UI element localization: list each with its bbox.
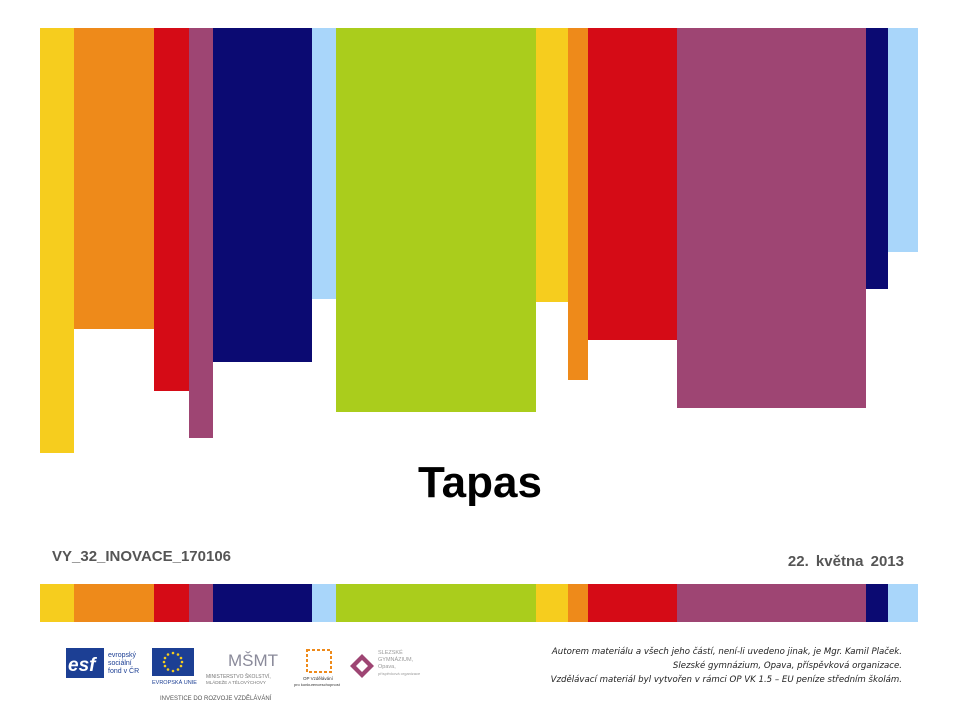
strip-orange-2 [568,584,588,622]
eu-stars-icon [162,651,184,673]
school-text-2: GYMNÁZIUM, [378,656,414,663]
slide-title: Tapas [418,458,542,507]
eu-label: EVROPSKÁ UNIE [152,679,197,686]
opvk-logo: OP Vzdělávání pro konkurenceschopnost [294,649,341,687]
strip-lightblue-2 [888,584,918,622]
bar-orange-1 [74,28,154,329]
strip-plum-2 [677,584,866,622]
bar-yellow-2 [536,28,568,302]
bar-navy-2 [866,28,888,289]
bar-yellow-1 [40,28,74,453]
bar-lime-1 [336,28,536,412]
msmt-mark: MŠMT [228,651,278,670]
strip-plum-1 [189,584,213,622]
strip-navy-2 [866,584,888,622]
school-text-3: Opava, [378,664,396,670]
strip-orange-1 [74,584,154,622]
strip-navy-1 [213,584,312,622]
credit-line-2: Slezské gymnázium, Opava, příspěvková or… [672,661,902,671]
bar-red-2 [588,28,677,340]
investment-slogan: INVESTICE DO ROZVOJE VZDĚLÁVÁNÍ [160,694,272,702]
bar-plum-1 [189,28,213,438]
strip-red-1 [154,584,189,622]
esf-text-3: fond v ČR [108,666,139,675]
eu-flag-logo: EVROPSKÁ UNIE [152,648,197,686]
credit-line-3: Vzdělávací materiál byl vytvořen v rámci… [550,675,902,685]
bar-orange-2 [568,28,588,380]
bar-plum-2 [677,28,866,408]
credit-text: Autorem materiálu a všech jeho částí, ne… [482,645,902,687]
esf-text-1: evropský [108,652,137,659]
msmt-text-2: MLÁDEŽE A TĚLOVÝCHOVY [206,678,266,685]
school-text-4: příspěvková organizace [378,671,421,676]
esf-text-2: sociální [108,660,132,667]
strip-lime-1 [336,584,536,622]
school-text-1: SLEZSKÉ [378,649,403,656]
credit-line-1: Autorem materiálu a všech jeho částí, ne… [551,647,902,657]
msmt-logo: MŠMT MINISTERSTVO ŠKOLSTVÍ, MLÁDEŽE A TĚ… [206,651,278,685]
strip-yellow-2 [536,584,568,622]
school-logo: SLEZSKÉ GYMNÁZIUM, Opava, příspěvková or… [350,649,421,678]
slide-date: 22. května 2013 [787,553,904,570]
opvk-sub: pro konkurenceschopnost [294,682,341,687]
bar-navy-1 [213,28,312,362]
esf-mark: esf [68,655,97,676]
bar-lightblue-1 [312,28,336,299]
strip-lightblue-1 [312,584,336,622]
opvk-label: OP Vzdělávání [303,676,334,681]
footer-logos: esf evropský sociální fond v ČR EVROPSKÁ… [66,648,421,702]
strip-yellow-1 [40,584,74,622]
bar-lightblue-2 [888,28,918,252]
material-code: VY_32_INOVACE_170106 [52,548,232,565]
msmt-text-1: MINISTERSTVO ŠKOLSTVÍ, [206,673,271,680]
bar-red-1 [154,28,189,391]
strip-red-2 [588,584,677,622]
esf-logo: esf evropský sociální fond v ČR [66,648,139,678]
